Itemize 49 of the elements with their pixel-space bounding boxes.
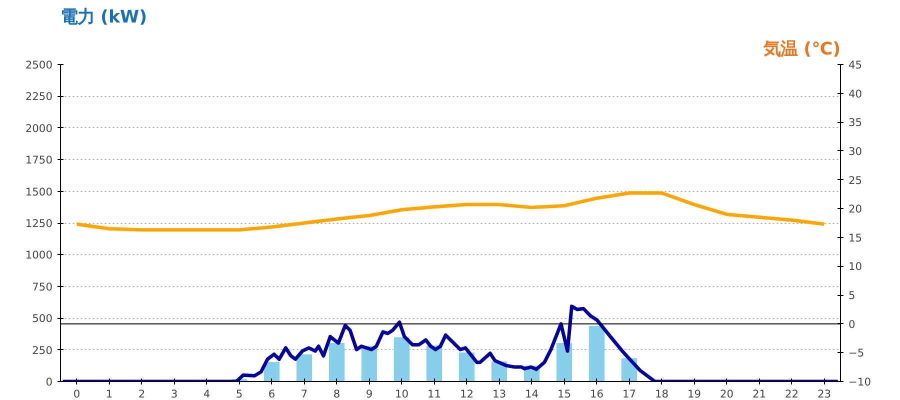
x-tick-label: 23 — [817, 388, 832, 400]
x-tick-label: 11 — [427, 388, 442, 400]
y-tick-label: 2000 — [25, 122, 53, 135]
y-tick-label: 1750 — [25, 154, 53, 167]
x-tick-label: 4 — [203, 388, 210, 400]
y-axis-title: 電力 (kW) — [60, 8, 148, 28]
y-tick-label: 2500 — [25, 58, 53, 72]
y2-tick-label: −10 — [848, 376, 872, 388]
y2-tick-label: 35 — [848, 116, 862, 130]
y-tick-label: 2250 — [25, 90, 53, 104]
y2-tick-label: 40 — [848, 87, 862, 100]
y2-axis-title: 気温 (℃) — [762, 40, 841, 60]
x-tick-label: 17 — [622, 388, 636, 400]
y2-tick-label: 10 — [848, 260, 862, 274]
x-tick-label: 1 — [106, 388, 113, 400]
y2-tick-label: 15 — [848, 231, 862, 244]
y-tick-label: 500 — [32, 312, 53, 326]
y-tick-label: 1250 — [25, 217, 53, 230]
x-tick-label: 20 — [720, 388, 734, 400]
y-tick-label: 1000 — [25, 248, 53, 262]
x-tick-label: 18 — [654, 388, 669, 400]
x-tick-label: 0 — [73, 388, 80, 400]
y2-tick-label: 0 — [848, 318, 856, 331]
y2-tick-label: 5 — [848, 289, 856, 302]
x-tick-label: 3 — [170, 388, 178, 400]
y2-tick-label: 20 — [848, 202, 862, 216]
x-tick-label: 13 — [492, 388, 506, 400]
x-tick-label: 6 — [268, 388, 276, 400]
x-tick-label: 5 — [236, 388, 243, 400]
y-tick-label: 0 — [46, 376, 53, 388]
x-tick-label: 22 — [784, 388, 799, 400]
y2-tick-label: 25 — [848, 174, 862, 187]
x-tick-label: 16 — [590, 388, 604, 400]
y2-tick-label: 30 — [848, 144, 862, 158]
y-tick-label: 750 — [32, 280, 53, 294]
x-tick-label: 9 — [366, 388, 373, 400]
x-tick-label: 21 — [752, 388, 766, 400]
x-tick-label: 8 — [333, 388, 340, 400]
y-tick-label: 250 — [32, 344, 53, 357]
x-tick-label: 7 — [300, 388, 308, 400]
x-tick-label: 19 — [687, 388, 702, 400]
y2-tick-label: −5 — [848, 346, 864, 360]
y-tick-label: 1500 — [25, 185, 53, 198]
x-tick-label: 2 — [138, 388, 146, 400]
x-tick-label: 10 — [394, 388, 409, 400]
y2-tick-label: 45 — [848, 58, 862, 72]
x-tick-label: 15 — [557, 388, 572, 400]
x-tick-label: 12 — [460, 388, 474, 400]
x-tick-label: 14 — [524, 388, 539, 400]
